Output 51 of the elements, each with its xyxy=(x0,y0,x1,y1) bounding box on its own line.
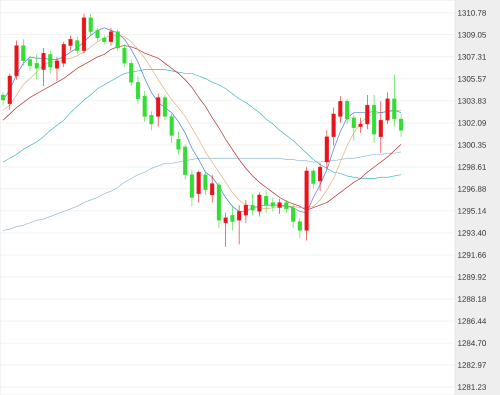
candlestick xyxy=(386,92,390,124)
candlestick xyxy=(230,204,234,231)
candlestick xyxy=(136,76,140,104)
candlestick xyxy=(142,90,147,122)
candlestick xyxy=(176,131,180,155)
candlestick xyxy=(196,170,201,203)
candlestick xyxy=(149,111,154,131)
candlestick xyxy=(122,44,126,68)
candlestick xyxy=(88,14,93,36)
candlestick xyxy=(392,74,396,127)
candlestick xyxy=(62,41,66,68)
candlestick xyxy=(244,200,248,224)
candlestick xyxy=(257,192,262,217)
candlestick xyxy=(95,28,100,42)
candlestick xyxy=(190,169,194,207)
candlestick xyxy=(210,174,214,203)
candlestick xyxy=(311,168,316,189)
candlestick xyxy=(203,170,208,196)
candlestick xyxy=(129,59,134,86)
candlestick xyxy=(378,100,383,154)
candlestick xyxy=(41,48,46,86)
candlestick xyxy=(156,93,160,127)
candlestick xyxy=(75,36,80,55)
candlestick xyxy=(284,200,288,213)
candlestick xyxy=(108,28,114,46)
candlestick xyxy=(224,212,228,248)
candlestick xyxy=(318,163,322,192)
candlestick xyxy=(345,98,350,124)
candlestick xyxy=(21,38,26,66)
candlestick xyxy=(365,94,370,130)
candlestick xyxy=(291,204,296,228)
candlestick xyxy=(116,28,120,51)
candlestick xyxy=(264,190,268,213)
candlestick xyxy=(162,94,167,121)
candlestick xyxy=(332,107,336,146)
candlestick xyxy=(237,204,242,245)
candlestick xyxy=(358,117,363,134)
candlestick xyxy=(170,114,174,144)
candlestick xyxy=(270,197,275,212)
candlestick xyxy=(399,114,404,138)
candlestick xyxy=(298,217,302,238)
candlestick xyxy=(68,35,73,51)
candlestick xyxy=(48,50,52,74)
candlestick xyxy=(250,193,255,216)
candlestick xyxy=(34,54,39,80)
candlestick xyxy=(28,55,32,72)
candlestick xyxy=(338,96,342,124)
candlestick xyxy=(0,92,6,106)
candlestick xyxy=(278,198,282,214)
candlestick xyxy=(54,56,60,82)
candlestick xyxy=(352,114,356,141)
